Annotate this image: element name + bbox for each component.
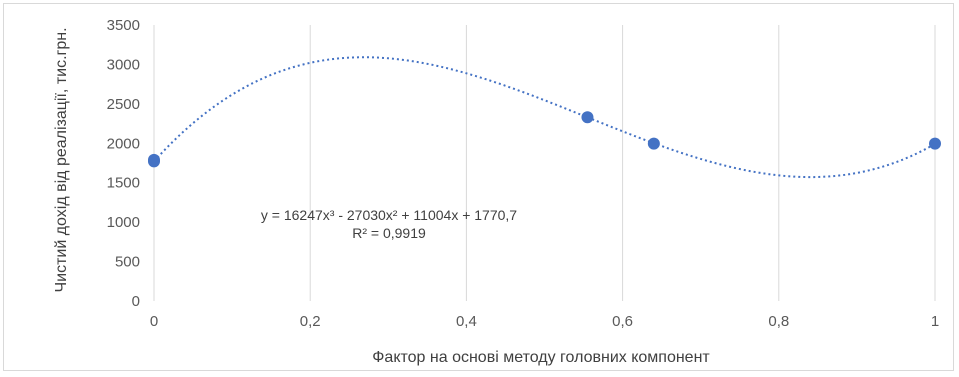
grid-lines <box>153 25 936 301</box>
x-tick-label: 0,4 <box>456 313 477 330</box>
data-points <box>148 111 941 168</box>
chart-frame: 0 0,2 0,4 0,6 0,8 1 0 500 1000 1500 2000 2500 3000 3… <box>3 3 954 371</box>
y-tick-label: 2000 <box>107 135 140 152</box>
y-tick-label: 0 <box>132 293 140 310</box>
y-axis-title: Чистий дохід від реалізації, тис.грн. <box>53 27 70 292</box>
x-tick-label: 0 <box>150 313 158 330</box>
x-axis-title: Фактор на основі методу головних компоне… <box>372 349 710 366</box>
x-tick-label: 1 <box>931 313 939 330</box>
y-tick-label: 1500 <box>107 175 140 192</box>
y-tick-label: 3500 <box>107 17 140 34</box>
scatter-chart: 0 0,2 0,4 0,6 0,8 1 0 500 1000 1500 2000 2500 3000 3… <box>53 17 941 366</box>
trendline-equation: y = 16247x³ - 27030x² + 11004x + 1770,7 <box>261 207 517 223</box>
data-point-1 <box>148 155 160 168</box>
x-tick-label: 0,2 <box>300 313 321 330</box>
y-tick-label: 2500 <box>107 96 140 113</box>
y-tick-label: 1000 <box>107 214 140 231</box>
trendline-layer <box>153 56 936 179</box>
y-tick-label: 3000 <box>107 56 140 73</box>
y-tick-label: 500 <box>115 254 140 271</box>
data-point-2 <box>581 111 594 124</box>
data-point-4 <box>929 137 941 150</box>
y-axis-ticks: 0 500 1000 1500 2000 2500 3000 3500 <box>107 17 140 310</box>
trendline-r-squared: R² = 0,9919 <box>352 225 426 241</box>
x-tick-label: 0,8 <box>768 313 789 330</box>
data-point-3 <box>647 137 660 150</box>
x-axis-ticks: 0 0,2 0,4 0,6 0,8 1 <box>150 313 939 330</box>
x-tick-label: 0,6 <box>612 313 633 330</box>
trendline <box>153 56 936 179</box>
